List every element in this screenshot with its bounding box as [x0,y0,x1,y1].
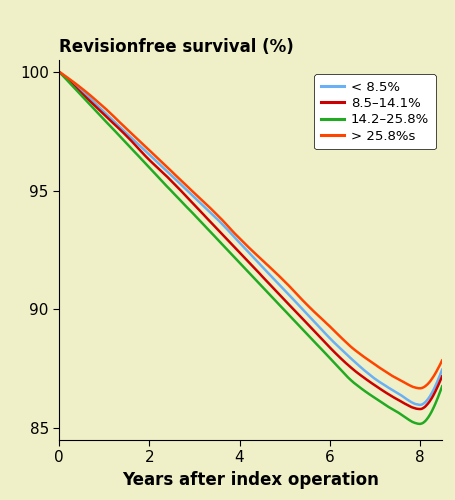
X-axis label: Years after index operation: Years after index operation [122,471,379,489]
Text: Revisionfree survival (%): Revisionfree survival (%) [59,38,293,56]
Legend: < 8.5%, 8.5–14.1%, 14.2–25.8%, > 25.8%s: < 8.5%, 8.5–14.1%, 14.2–25.8%, > 25.8%s [313,74,435,150]
